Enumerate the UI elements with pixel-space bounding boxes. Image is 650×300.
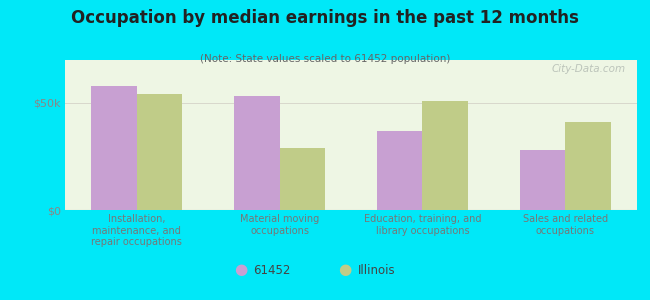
Text: Illinois: Illinois bbox=[358, 263, 395, 277]
Text: Occupation by median earnings in the past 12 months: Occupation by median earnings in the pas… bbox=[71, 9, 579, 27]
Bar bbox=[136, 94, 183, 210]
Bar bbox=[422, 101, 468, 210]
Text: City-Data.com: City-Data.com bbox=[551, 64, 625, 74]
Text: ●: ● bbox=[338, 262, 351, 278]
Bar bbox=[280, 148, 325, 210]
Text: 61452: 61452 bbox=[254, 263, 291, 277]
Bar bbox=[377, 131, 423, 210]
Text: ●: ● bbox=[234, 262, 247, 278]
Bar bbox=[91, 86, 136, 210]
Bar bbox=[566, 122, 611, 210]
Bar bbox=[519, 150, 566, 210]
Bar bbox=[234, 96, 280, 210]
Text: (Note: State values scaled to 61452 population): (Note: State values scaled to 61452 popu… bbox=[200, 54, 450, 64]
